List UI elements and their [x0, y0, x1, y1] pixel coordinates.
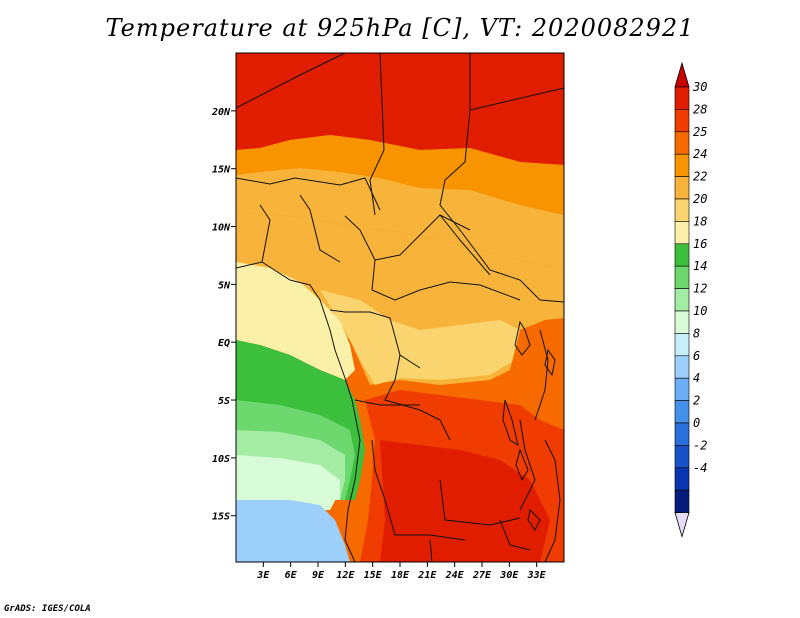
lon-tick-label: 3E [256, 570, 270, 581]
colorbar-swatch [674, 400, 690, 424]
lat-tick-label: 15N [212, 165, 231, 176]
lat-tick-label: 5S [218, 396, 230, 407]
country-borders [235, 52, 565, 563]
lon-tick-label: 21E [417, 570, 437, 581]
colorbar-label: 4 [693, 371, 700, 385]
lon-tick-label: 24E [445, 570, 465, 581]
temperature-field [236, 53, 564, 562]
lat-tick-label: EQ [218, 338, 230, 349]
colorbar-label: 25 [693, 125, 707, 139]
lon-tick-label: 15E [364, 570, 383, 581]
colorbar-label: 24 [693, 147, 707, 161]
colorbar-swatch [674, 310, 690, 334]
lon-tick-label: 18E [391, 570, 410, 581]
colorbar-label: 14 [693, 259, 707, 273]
colorbar-label: 22 [693, 170, 707, 184]
lon-tick-label: 33E [527, 570, 547, 581]
lon-tick-label: 27E [472, 570, 492, 581]
credit-label: GrADS: IGES/COLA [4, 604, 91, 614]
colorbar-swatch [674, 489, 690, 513]
lat-tick-label: 15S [212, 512, 230, 523]
colorbar-label: 30 [692, 80, 707, 94]
colorbar-swatch [674, 176, 690, 200]
colorbar-label: 28 [693, 102, 707, 116]
colorbar-label: 12 [693, 282, 707, 296]
colorbar-swatch [674, 445, 690, 469]
colorbar-swatch [674, 333, 690, 357]
colorbar-bottom-arrow [674, 512, 690, 539]
colorbar-label: 2 [693, 394, 700, 408]
longitude-axis: 3E 6E 9E 12E 15E 18E 21E 24E 27E 30E 33E [256, 562, 547, 581]
colorbar-label: 10 [693, 304, 707, 318]
colorbar-swatch [674, 422, 690, 446]
colorbar-swatch [674, 288, 690, 312]
colorbar-swatch [674, 221, 690, 245]
colorbar-label: 8 [693, 326, 700, 340]
colorbar-label: 0 [693, 416, 700, 430]
colorbar-label: 20 [693, 192, 707, 206]
lon-tick-label: 6E [285, 570, 298, 581]
colorbar-swatch [674, 131, 690, 155]
lon-tick-label: 12E [336, 570, 355, 581]
colorbar-swatch [674, 109, 690, 133]
colorbar-swatch [674, 86, 690, 110]
colorbar-label: 18 [693, 214, 707, 228]
colorbar-swatch [674, 377, 690, 401]
lat-tick-label: 5N [218, 280, 231, 291]
lat-tick-label: 20N [211, 107, 231, 118]
lakes [502, 320, 556, 531]
colorbar-swatch [674, 243, 690, 267]
lat-tick-label: 10N [212, 223, 231, 234]
colorbar-swatch [674, 198, 690, 222]
map-title: Temperature at 925hPa [C], VT: 202008292… [105, 14, 695, 42]
colorbar-label: -2 [693, 438, 707, 452]
lat-tick-label: 10S [212, 454, 230, 465]
colorbar-swatch [674, 355, 690, 379]
colorbar-swatch [674, 265, 690, 289]
latitude-axis: 20N 15N 10N 5N EQ 5S 10S 15S [211, 107, 236, 523]
colorbar-label: 16 [693, 237, 707, 251]
lon-tick-label: 30E [499, 570, 519, 581]
colorbar-swatch [674, 153, 690, 177]
colorbar-top-arrow [674, 61, 690, 88]
colorbar-label: -4 [693, 461, 707, 475]
colorbar-swatch [674, 467, 690, 491]
lon-tick-label: 9E [312, 570, 325, 581]
colorbar-label: 6 [693, 349, 700, 363]
